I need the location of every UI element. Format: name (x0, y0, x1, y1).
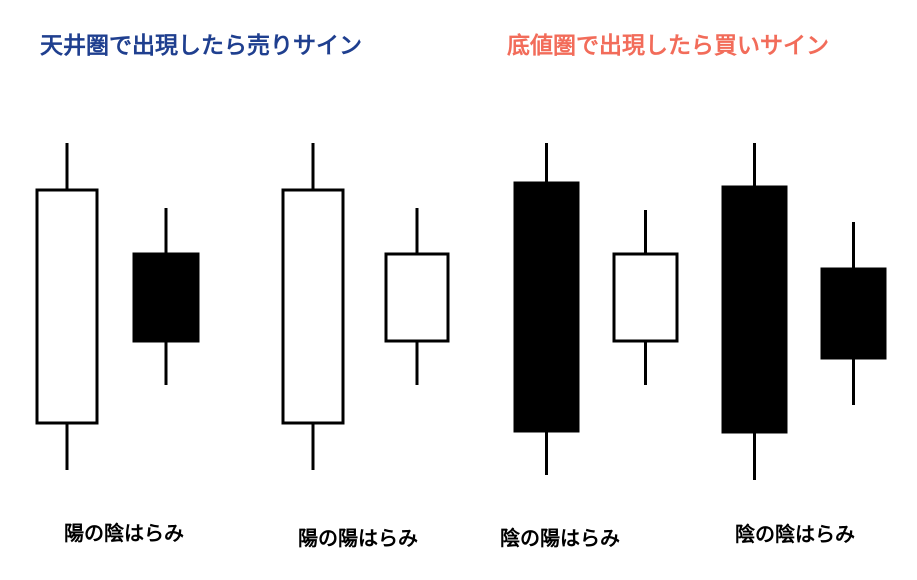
sell-signal-heading: 天井圏で出現したら売りサイン (40, 33, 362, 59)
candle-body (132, 252, 200, 343)
candle-body (721, 185, 788, 434)
candle-bearish-3-1 (513, 143, 580, 475)
candle-bearish-4-2 (820, 222, 887, 405)
candle-bullish-2-1 (281, 143, 345, 470)
candle-bullish-3-2 (612, 210, 679, 385)
candle-body (384, 252, 450, 343)
buy-signal-heading: 底値圏で出現したら買いサイン (507, 33, 829, 59)
pattern-label-3: 陰の陽はらみ (500, 526, 620, 550)
candle-bearish-1-2 (132, 208, 200, 385)
pattern-label-1: 陽の陰はらみ (64, 521, 184, 545)
candle-body (281, 188, 345, 425)
candle-body (35, 188, 99, 425)
candle-body (820, 267, 887, 360)
candle-bullish-1-1 (35, 143, 99, 470)
candle-bearish-4-1 (721, 143, 788, 480)
pattern-label-2: 陽の陽はらみ (298, 526, 418, 550)
pattern-label-4: 陰の陰はらみ (735, 522, 855, 546)
candle-bullish-2-2 (384, 208, 450, 385)
candle-body (513, 181, 580, 433)
candle-body (612, 252, 679, 343)
